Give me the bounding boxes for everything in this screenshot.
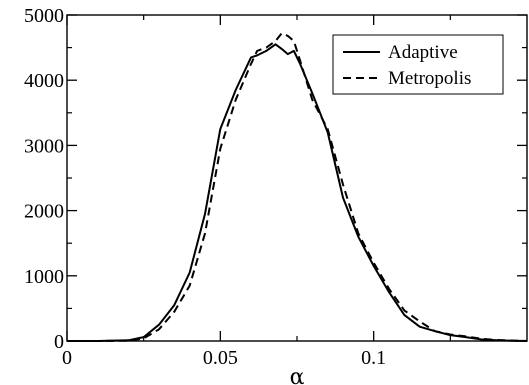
legend-label-adaptive: Adaptive: [388, 42, 458, 63]
x-tick-label: 0: [62, 347, 72, 369]
x-tick-label: 0.05: [203, 347, 238, 369]
series-line-adaptive: [67, 43, 528, 342]
y-tick-label: 5000: [24, 5, 64, 27]
y-tick-label: 4000: [24, 70, 64, 92]
axis-ticks: [66, 14, 527, 342]
axis-tick-labels: 0 1000 2000 3000 4000 5000 0 0.05 0.1: [24, 5, 386, 369]
legend: Adaptive Metropolis: [332, 34, 504, 95]
legend-box: [332, 34, 504, 95]
y-tick-label: 0: [54, 331, 64, 353]
y-tick-label: 3000: [24, 135, 64, 157]
x-axis-label: α: [290, 365, 305, 385]
series-lines: [67, 32, 528, 342]
y-tick-label: 2000: [24, 201, 64, 223]
series-line-metropolis: [67, 32, 528, 342]
legend-label-metropolis: Metropolis: [388, 68, 471, 89]
x-tick-label: 0.1: [361, 347, 386, 369]
y-tick-label: 1000: [24, 266, 64, 288]
